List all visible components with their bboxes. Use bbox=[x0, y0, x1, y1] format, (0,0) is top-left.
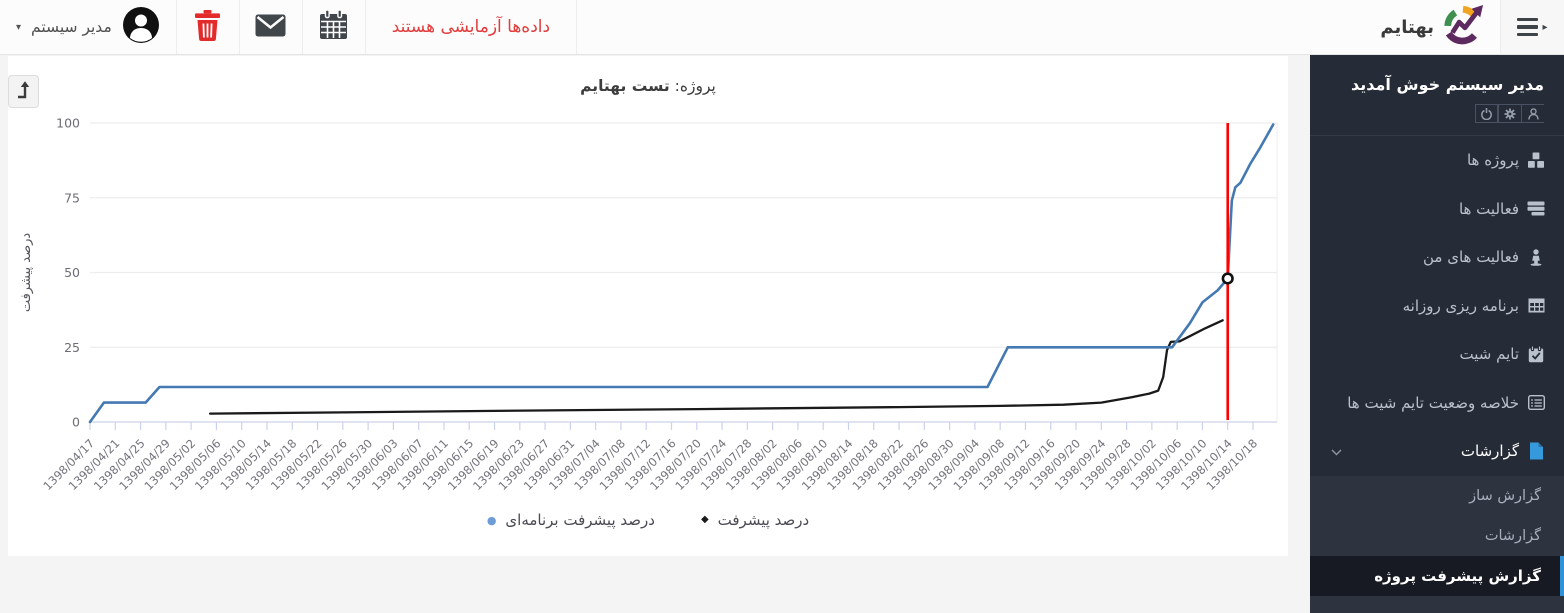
messages-button[interactable] bbox=[240, 0, 303, 54]
rows-icon bbox=[1527, 200, 1545, 218]
sidebar-item-label: پروژه ها bbox=[1466, 151, 1519, 170]
sidebar-item-label: گزارشات bbox=[1460, 442, 1519, 461]
caret-down-icon: ▾ bbox=[16, 21, 22, 33]
brand-name: بهتایم bbox=[1380, 16, 1434, 38]
sidebar-toggle-button[interactable]: ▸ bbox=[1500, 0, 1564, 54]
chart-title-project-name: تست بهتایم bbox=[580, 77, 670, 95]
demo-data-warning: داده‌ها آزمایشی هستند bbox=[366, 0, 578, 54]
sidebar-item-activities[interactable]: فعالیت ها bbox=[1310, 185, 1564, 234]
legend-label: درصد پیشرفت برنامه‌ای bbox=[505, 511, 655, 529]
sidebar-item-label: فعالیت ها bbox=[1458, 199, 1519, 218]
sidebar-item-label: تایم شیت bbox=[1459, 345, 1520, 364]
calendar-check-icon bbox=[1527, 345, 1545, 363]
sidebar-item-label: خلاصه وضعیت تایم شیت ها bbox=[1347, 393, 1519, 412]
hamburger-icon bbox=[1517, 17, 1539, 37]
circle-marker-icon: ● bbox=[486, 513, 497, 527]
sidebar-item-reports[interactable]: گزارشات bbox=[1310, 427, 1564, 476]
submenu-item-report-builder[interactable]: گزارش ساز bbox=[1310, 476, 1564, 516]
submenu-item-project-progress-report[interactable]: گزارش پیشرفت پروژه bbox=[1310, 555, 1564, 596]
settings-button[interactable] bbox=[1498, 104, 1521, 123]
svg-text:100: 100 bbox=[56, 116, 80, 131]
sidebar-item-timesheet-status[interactable]: خلاصه وضعیت تایم شیت ها bbox=[1310, 379, 1564, 428]
sidebar-item-projects[interactable]: پروژه ها bbox=[1310, 136, 1564, 185]
topbar: ▾ مدیر سیستم bbox=[0, 0, 1564, 55]
submenu-item-label: گزارشات bbox=[1484, 527, 1541, 544]
legend-label: درصد پیشرفت bbox=[717, 511, 810, 529]
report-card: پروژه: تست بهتایم 0 25 50 75 100 درصد پیشرفت 1… bbox=[8, 56, 1288, 556]
sidebar: مدیر سیستم خوش آمدید bbox=[1310, 55, 1564, 613]
sidebar-item-label: برنامه ریزی روزانه bbox=[1402, 296, 1519, 315]
chart-title-prefix: پروژه: bbox=[674, 77, 716, 95]
user-icon bbox=[1527, 107, 1539, 120]
file-icon bbox=[1527, 442, 1545, 460]
legend-item-progress[interactable]: درصد پیشرفت ◆ bbox=[701, 511, 809, 529]
list-alt-icon bbox=[1527, 394, 1545, 412]
submenu-item-label: گزارش ساز bbox=[1469, 487, 1541, 504]
profile-button[interactable] bbox=[1521, 104, 1544, 123]
export-arrow-icon bbox=[16, 80, 32, 103]
power-icon bbox=[1481, 107, 1492, 120]
table-icon bbox=[1527, 297, 1545, 315]
diamond-marker-icon: ◆ bbox=[700, 514, 709, 525]
gear-icon bbox=[1504, 108, 1516, 119]
caret-right-icon: ▸ bbox=[1542, 21, 1548, 33]
calendar-icon bbox=[319, 9, 348, 44]
legend-item-planned-progress[interactable]: درصد پیشرفت برنامه‌ای ● bbox=[487, 511, 655, 529]
sidebar-item-timesheet[interactable]: تایم شیت bbox=[1310, 330, 1564, 379]
trash-icon bbox=[194, 9, 221, 45]
chart-title: پروژه: تست بهتایم bbox=[8, 77, 1288, 95]
reports-submenu: گزارش ساز گزارشات گزارش پیشرفت پروژه bbox=[1310, 475, 1564, 613]
sidebar-item-my-activities[interactable]: فعالیت های من bbox=[1310, 233, 1564, 282]
welcome-message: مدیر سیستم خوش آمدید bbox=[1351, 75, 1544, 94]
avatar bbox=[122, 6, 160, 48]
svg-text:25: 25 bbox=[64, 340, 80, 355]
svg-text:50: 50 bbox=[64, 265, 80, 280]
svg-text:75: 75 bbox=[64, 190, 80, 205]
brand-logo[interactable]: بهتایم bbox=[1380, 0, 1486, 54]
sidebar-nav: پروژه ها فعالیت ها فعالیت های من bbox=[1310, 136, 1564, 476]
submenu-item-label: گزارش پیشرفت پروژه bbox=[1374, 566, 1541, 585]
sidebar-item-daily-planning[interactable]: برنامه ریزی روزانه bbox=[1310, 282, 1564, 331]
logout-button[interactable] bbox=[1475, 104, 1498, 123]
submenu-item-reports[interactable]: گزارشات bbox=[1310, 516, 1564, 556]
calendar-button[interactable] bbox=[303, 0, 366, 54]
cubes-icon bbox=[1527, 151, 1545, 169]
user-menu[interactable]: ▾ مدیر سیستم bbox=[0, 0, 177, 54]
svg-text:0: 0 bbox=[72, 415, 80, 430]
chevron-down-icon bbox=[1331, 442, 1342, 460]
envelope-icon bbox=[255, 14, 286, 41]
person-pin-icon bbox=[1527, 248, 1545, 266]
demo-data-warning-text: داده‌ها آزمایشی هستند bbox=[391, 17, 551, 37]
chart-legend: درصد پیشرفت ◆ درصد پیشرفت برنامه‌ای ● bbox=[8, 511, 1288, 529]
user-menu-label: مدیر سیستم bbox=[31, 18, 112, 36]
trash-button[interactable] bbox=[177, 0, 240, 54]
export-button[interactable] bbox=[8, 75, 39, 108]
svg-text:درصد پیشرفت: درصد پیشرفت bbox=[19, 233, 34, 313]
sidebar-header: مدیر سیستم خوش آمدید bbox=[1310, 55, 1564, 136]
sidebar-item-label: فعالیت های من bbox=[1422, 248, 1519, 267]
behtime-logo-icon bbox=[1440, 4, 1486, 50]
